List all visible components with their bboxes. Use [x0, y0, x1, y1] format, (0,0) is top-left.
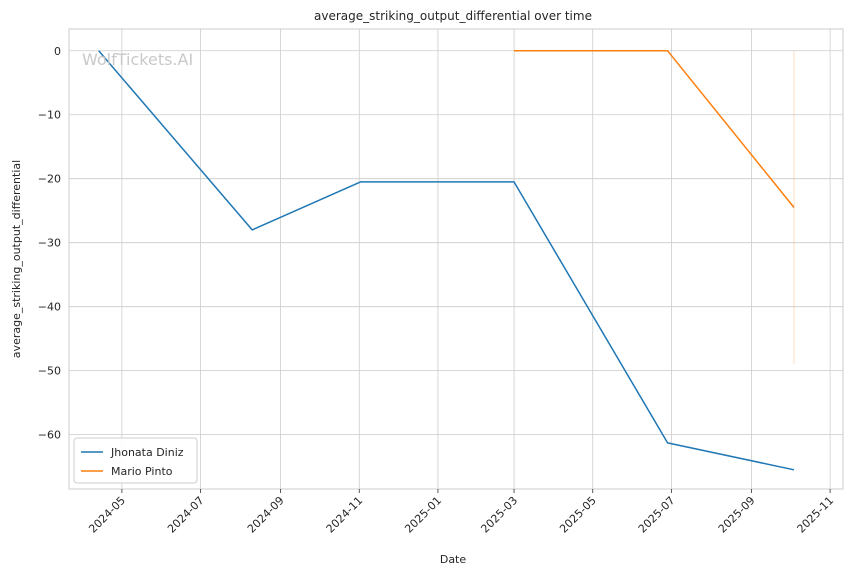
x-tick-label: 2024-05 [86, 494, 128, 536]
chart-title: average_striking_output_differential ove… [314, 9, 592, 23]
y-axis-ticks: 0 −10 −20 −30 −40 −50 −60 [38, 45, 61, 442]
x-tick-label: 2025-09 [716, 494, 758, 536]
x-axis-ticks: 2024-05 2024-07 2024-09 2024-11 2025-01 2025-… [86, 489, 836, 536]
legend-box [73, 437, 198, 484]
watermark: WolfTickets.AI [82, 50, 193, 69]
x-tick-label: 2025-01 [402, 494, 444, 536]
series-line-jhonata-diniz [98, 50, 795, 471]
x-tick-label: 2025-03 [478, 494, 520, 536]
x-tick-label: 2025-07 [636, 494, 678, 536]
x-tick-label: 2024-09 [245, 494, 287, 536]
series-line-mario-pinto [514, 50, 795, 208]
x-tick-label: 2024-07 [165, 494, 207, 536]
plot-frame [68, 28, 844, 490]
y-tick-label: −50 [38, 365, 61, 378]
legend: Jhonata Diniz Mario Pinto [73, 437, 198, 484]
series-layer [98, 50, 795, 471]
legend-label-mario-pinto: Mario Pinto [111, 465, 173, 478]
x-tick-label: 2025-05 [557, 494, 599, 536]
y-axis-label: average_striking_output_differential [10, 160, 23, 358]
x-axis-label: Date [440, 553, 467, 566]
y-tick-label: −40 [38, 301, 61, 314]
grid [69, 29, 843, 489]
x-tick-label: 2025-11 [795, 494, 837, 536]
x-tick-label: 2024-11 [324, 494, 366, 536]
y-tick-label: −30 [38, 237, 61, 250]
y-tick-label: −60 [38, 429, 61, 442]
legend-label-jhonata-diniz: Jhonata Diniz [110, 446, 184, 459]
y-tick-label: −20 [38, 173, 61, 186]
y-tick-label: 0 [54, 45, 61, 58]
y-tick-label: −10 [38, 109, 61, 122]
